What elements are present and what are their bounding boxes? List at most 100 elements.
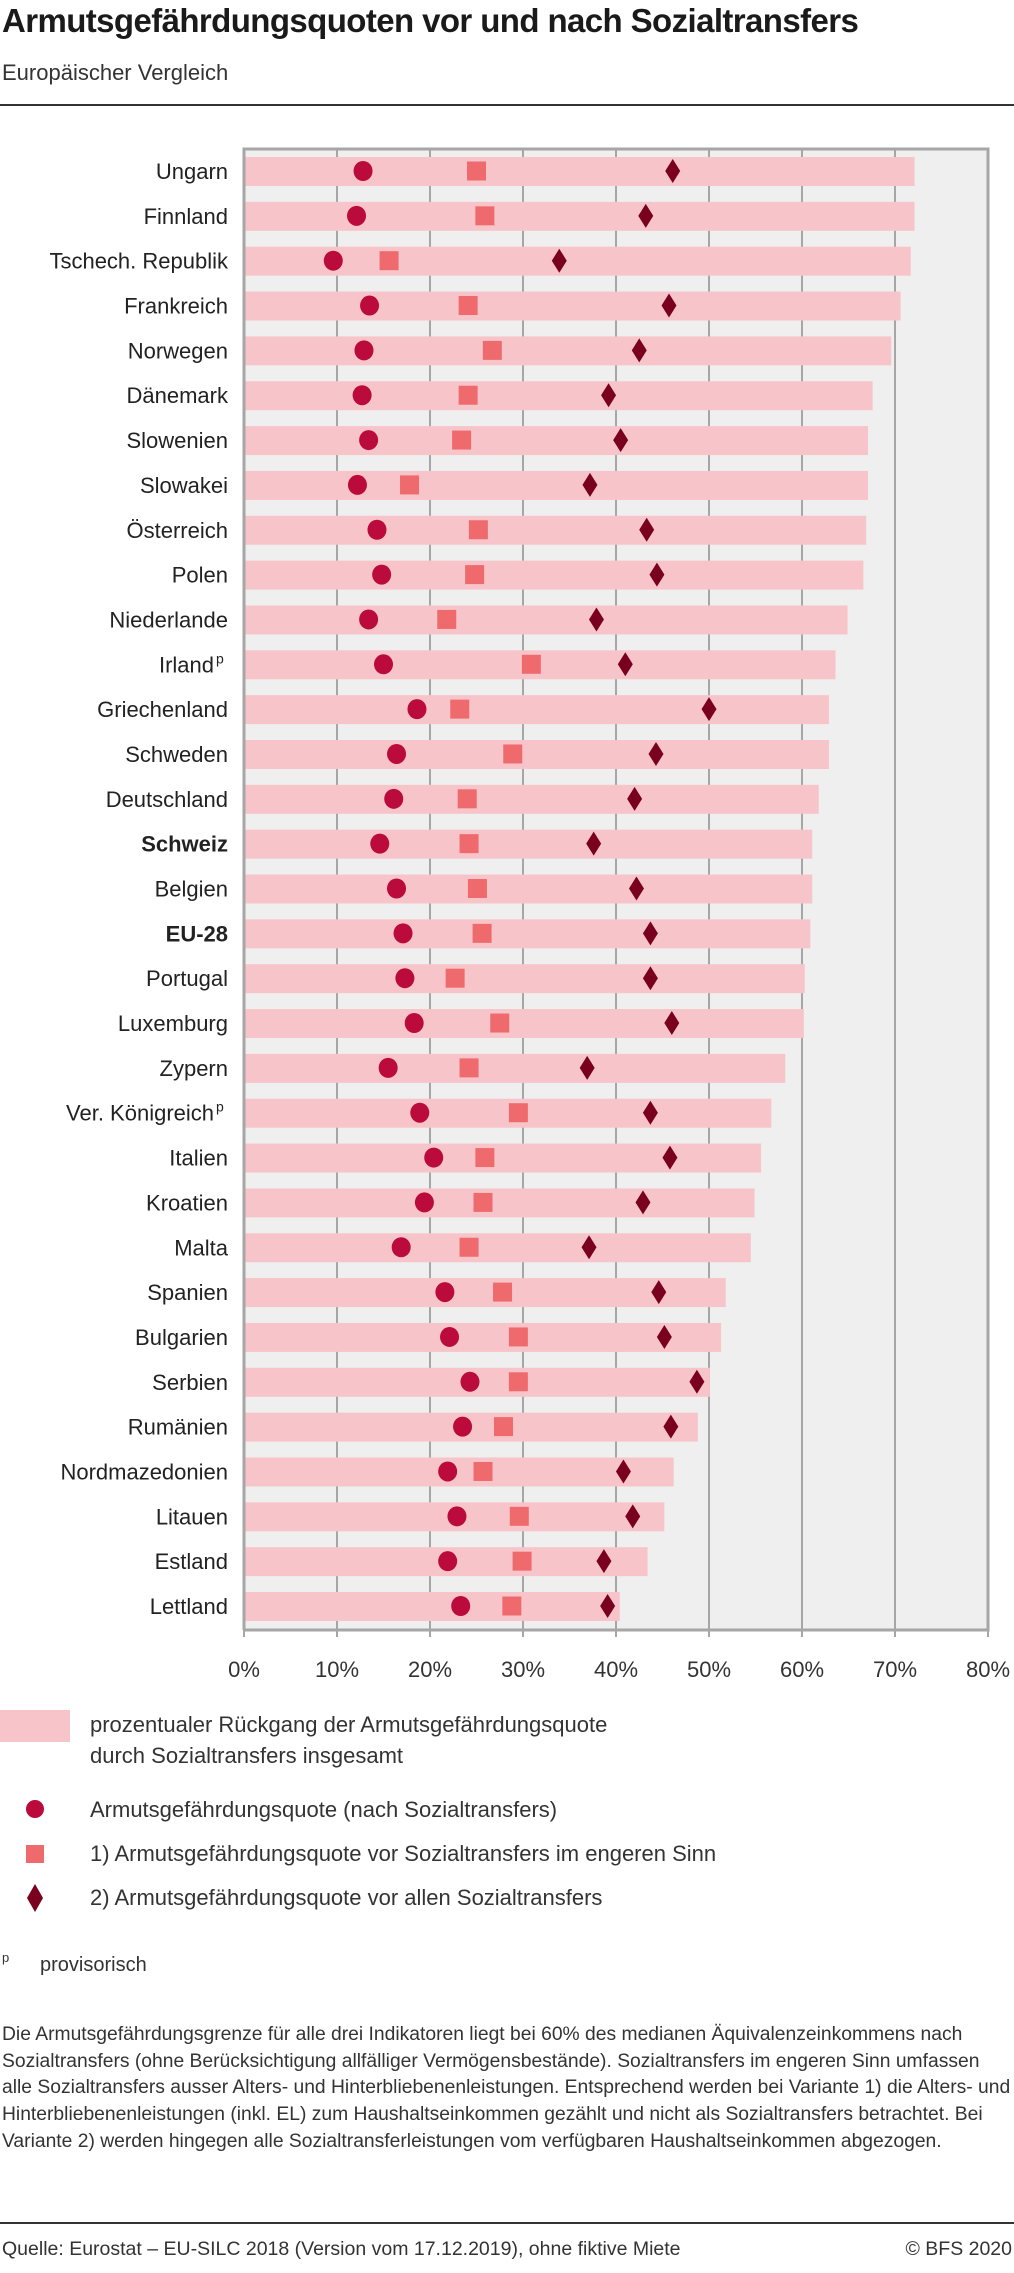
circle-marker [451, 1596, 471, 1616]
diamond-marker [663, 1414, 679, 1439]
category-label: Schweden [125, 742, 228, 767]
x-tick-labels: 0% 10% 20% 30% 40% 50% 60% 70% 80% [228, 1657, 1010, 1682]
category-label: Malta [174, 1235, 229, 1260]
square-marker [509, 1506, 529, 1526]
category-label: Estland [155, 1549, 228, 1574]
square-marker [379, 251, 399, 271]
category-label: Finnland [144, 204, 228, 229]
square-marker [457, 789, 477, 809]
circle-marker [347, 474, 367, 495]
square-marker [521, 654, 541, 674]
square-marker [465, 565, 485, 585]
x-tick-label: 10% [315, 1657, 359, 1682]
category-label: Irland [159, 652, 214, 677]
description-text: Die Armutsgefährdungsgrenze für alle dre… [2, 2024, 1011, 2152]
bar [244, 1009, 804, 1039]
circle-marker [359, 609, 379, 630]
diamond-marker [642, 1100, 658, 1125]
category-labels: Ungarn Finnland Tschech. Republik Frankreic… [49, 159, 229, 1619]
footnote-symbol: p [2, 1950, 10, 1965]
bar [244, 1188, 755, 1218]
bar [244, 739, 829, 769]
circle-marker [353, 161, 373, 181]
bar [244, 829, 813, 859]
category-label: Ver. Königreich [66, 1101, 214, 1126]
category-label: Niederlande [109, 607, 228, 632]
circle-marker [438, 1551, 458, 1572]
square-marker [502, 1596, 522, 1616]
legend-circle-label: Armutsgefährdungsquote (nach Sozialtrans… [90, 1797, 558, 1822]
diamond-marker [627, 786, 643, 811]
footnote-text: provisorisch [40, 1954, 147, 1976]
category-label: Zypern [160, 1056, 228, 1081]
bar [244, 964, 805, 994]
legend-bar-label-line2: durch Sozialtransfers insgesamt [90, 1743, 404, 1768]
category-label: Dänemark [127, 383, 229, 408]
x-tick-label: 40% [594, 1657, 638, 1682]
square-marker [475, 1148, 495, 1168]
x-tick-label: 80% [966, 1657, 1010, 1682]
diamond-marker [635, 1190, 651, 1215]
circle-marker [367, 519, 387, 540]
category-label: Slowenien [126, 428, 228, 453]
diamond-marker [639, 517, 655, 542]
square-marker [490, 1013, 510, 1033]
circle-marker [387, 743, 407, 764]
square-marker [458, 385, 478, 405]
circle-marker [347, 205, 367, 226]
bar [244, 1233, 751, 1263]
bar [244, 157, 915, 186]
bar [244, 560, 864, 590]
bar [244, 426, 869, 456]
category-label: Ungarn [156, 159, 228, 184]
bar [244, 1592, 620, 1621]
square-marker [493, 1417, 513, 1437]
category-label: Serbien [152, 1370, 228, 1395]
diamond-marker [648, 741, 664, 766]
diamond-marker [701, 697, 717, 722]
circle-marker [372, 564, 392, 585]
legend-bar-label-line1: prozentualer Rückgang der Armutsgefährdu… [90, 1712, 608, 1737]
x-tick-label: 30% [501, 1657, 545, 1682]
category-label: Bulgarien [135, 1325, 228, 1350]
bar [244, 515, 867, 545]
plot-frame [242, 147, 990, 1632]
bar [244, 470, 869, 500]
square-marker [473, 1461, 493, 1481]
bar [244, 246, 911, 276]
circle-marker [378, 1057, 398, 1078]
diamond-marker [551, 248, 567, 273]
x-tick-label: 70% [873, 1657, 917, 1682]
square-marker [445, 968, 465, 988]
circle-marker [460, 1371, 480, 1392]
square-marker [459, 1058, 479, 1078]
category-label: Kroatien [146, 1190, 228, 1215]
bar [244, 919, 811, 949]
circle-marker [424, 1147, 444, 1168]
diamond-marker [689, 1369, 705, 1394]
category-label: Polen [172, 563, 228, 588]
plot-border [242, 147, 990, 1632]
diamond-marker [661, 293, 677, 318]
header-divider [0, 104, 1014, 106]
bar [244, 1098, 772, 1128]
circle-marker [387, 878, 407, 899]
square-marker [467, 879, 487, 898]
square-marker-icon [26, 1845, 44, 1863]
diamond-marker [613, 428, 629, 453]
category-label: Griechenland [97, 697, 228, 722]
square-marker [459, 1237, 479, 1257]
bar [244, 336, 892, 366]
copyright-text: © BFS 2020 [905, 2238, 1012, 2260]
circle-marker [407, 699, 427, 720]
square-marker [473, 1192, 493, 1212]
bar [244, 1053, 786, 1083]
square-marker [482, 340, 502, 360]
square-marker [493, 1282, 513, 1302]
legend-diamond-label: 2) Armutsgefährdungsquote vor allen Sozi… [90, 1885, 603, 1910]
diamond-marker [601, 383, 617, 408]
circle-marker [395, 968, 415, 989]
bar [244, 1457, 674, 1487]
diamond-marker [617, 652, 633, 677]
square-marker [472, 923, 492, 943]
